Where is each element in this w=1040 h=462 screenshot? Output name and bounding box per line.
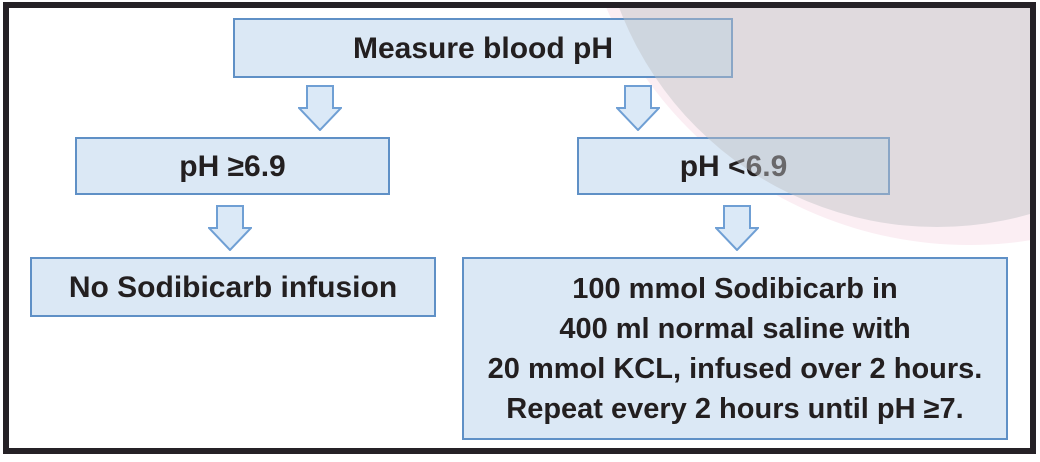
node-ph-less-than-6-9-label: pH <6.9 — [679, 149, 788, 183]
node-ph-less-than-6-9: pH <6.9 — [577, 137, 890, 195]
protocol-line-1: 100 mmol Sodibicarb in — [572, 272, 898, 305]
down-arrow-icon — [715, 205, 759, 251]
node-ph-greater-equal-6-9: pH ≥6.9 — [75, 137, 390, 195]
protocol-line-3: 20 mmol KCL, infused over 2 hours. — [487, 352, 983, 385]
flowchart-figure-frame: Measure blood pH pH ≥6.9 pH <6.9 No Sodi… — [3, 2, 1036, 454]
node-sodibicarb-infusion-protocol: 100 mmol Sodibicarb in 400 ml normal sal… — [462, 257, 1008, 440]
down-arrow-icon — [616, 85, 660, 131]
down-arrow-icon — [208, 205, 252, 251]
protocol-line-4: Repeat every 2 hours until pH ≥7. — [506, 392, 964, 425]
node-no-sodibicarb-infusion: No Sodibicarb infusion — [30, 257, 436, 317]
node-measure-blood-ph-label: Measure blood pH — [352, 31, 614, 65]
down-arrow-icon — [298, 85, 342, 131]
node-no-sodibicarb-infusion-label: No Sodibicarb infusion — [68, 270, 398, 304]
protocol-line-2: 400 ml normal saline with — [559, 312, 911, 345]
node-measure-blood-ph: Measure blood pH — [233, 18, 733, 78]
node-ph-greater-equal-6-9-label: pH ≥6.9 — [179, 149, 286, 183]
